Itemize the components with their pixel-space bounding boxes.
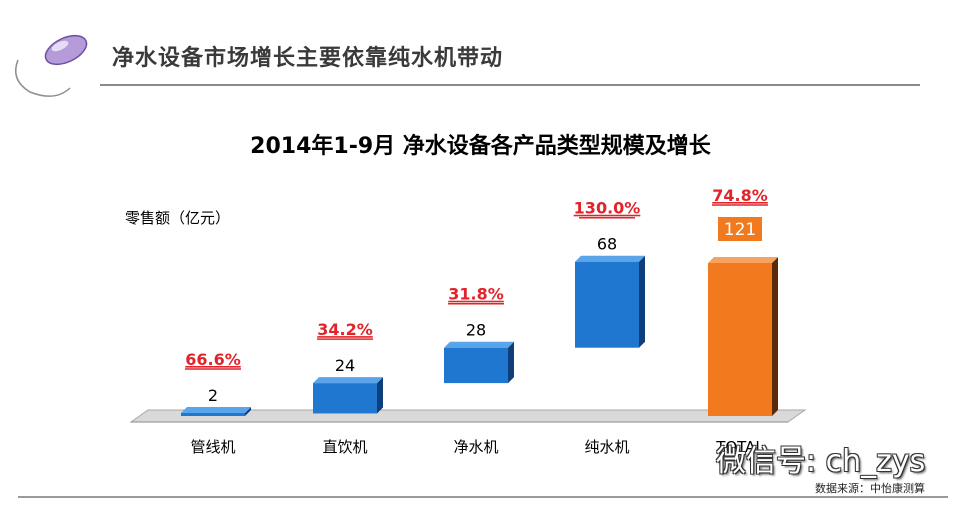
bar-top-2	[313, 377, 383, 384]
growth-label-1: 66.6%	[185, 350, 241, 369]
value-label-4: 68	[597, 235, 617, 254]
category-label-4: 纯水机	[584, 438, 629, 456]
bar-side-4	[639, 255, 645, 348]
growth-label-5: 74.8%	[712, 186, 768, 205]
chart-title: 2014年1-9月 净水设备各产品类型规模及增长	[250, 134, 711, 159]
bar-side-3	[508, 341, 514, 384]
bar-top-1	[181, 407, 251, 413]
category-label-2: 直饮机	[322, 438, 367, 456]
mouse-icon	[15, 34, 88, 97]
value-label-bg-total	[718, 217, 762, 241]
y-axis-unit-label: 零售额（亿元）	[125, 209, 231, 227]
bar-side-1	[245, 407, 251, 416]
bar-top-3	[444, 341, 514, 348]
header-divider	[100, 84, 920, 86]
growth-label-4: 130.0%	[574, 199, 641, 218]
wechat-watermark: 微信号: ch_zys	[716, 444, 926, 479]
bar-1	[181, 413, 245, 416]
growth-label-2: 34.2%	[317, 320, 373, 339]
value-label-2: 24	[335, 356, 355, 375]
category-label-1: 管线机	[190, 438, 235, 456]
bar-top-4	[575, 255, 645, 262]
category-label-5: TOTAL	[715, 438, 764, 456]
bar-4	[575, 261, 639, 348]
bar-3	[444, 347, 508, 384]
bar-5	[708, 263, 772, 416]
bar-2	[313, 383, 377, 414]
growth-label-3: 31.8%	[448, 285, 504, 304]
value-label-5: 121	[724, 220, 756, 240]
value-label-3: 28	[466, 321, 486, 340]
page-title: 净水设备市场增长主要依靠纯水机带动	[112, 46, 504, 71]
value-label-1: 2	[208, 386, 218, 405]
bar-side-5	[772, 257, 778, 416]
data-source-note: 数据来源：中怡康测算	[815, 482, 925, 495]
bar-side-2	[377, 377, 383, 414]
bar-top-5	[708, 257, 778, 263]
category-label-3: 净水机	[453, 438, 498, 456]
footer-divider	[18, 496, 948, 498]
